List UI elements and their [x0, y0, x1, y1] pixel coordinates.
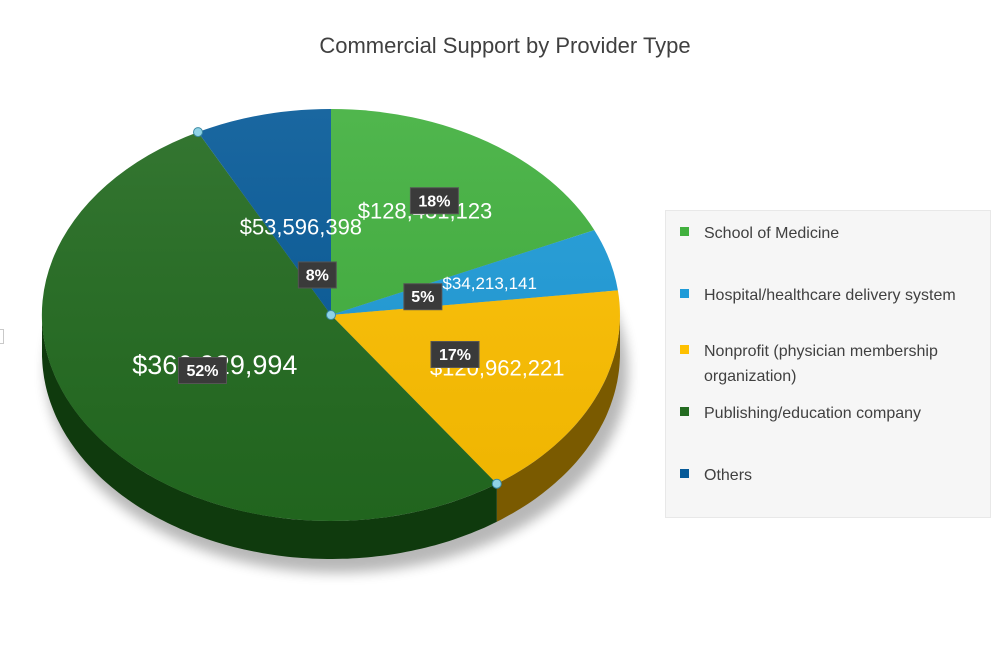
selection-handle-2 [491, 478, 502, 489]
legend-swatch [680, 469, 689, 478]
chart-title: Commercial Support by Provider Type [319, 33, 691, 58]
selection-handle-0 [326, 310, 336, 320]
percent-badge-1 [403, 283, 443, 311]
percent-label-0: 18% [418, 193, 450, 210]
percent-label-1: 5% [411, 289, 434, 306]
legend-label: Publishing/education company [704, 405, 922, 422]
legend-label: School of Medicine [704, 225, 840, 242]
percent-label-2: 17% [439, 347, 471, 364]
legend-label: Nonprofit (physician membership organiza… [704, 343, 938, 385]
chart-legend: School of Medicine Hospital/healthcare de… [665, 210, 991, 518]
selection-handle-1 [193, 127, 203, 138]
percent-badge-4 [297, 261, 337, 289]
pie-side-3 [42, 315, 497, 559]
percent-label-4: 8% [306, 267, 329, 284]
percent-badge-0 [409, 187, 459, 215]
legend-label: Others [704, 467, 753, 484]
legend-swatch [680, 407, 689, 416]
legend-swatch [680, 345, 689, 354]
legend-swatch [680, 289, 689, 298]
percent-badge-2 [430, 340, 480, 368]
value-label-1: $34,213,141 [442, 274, 537, 293]
value-label-4: $53,596,398 [240, 214, 362, 239]
percent-label-3: 52% [186, 363, 218, 380]
pie-side-2 [496, 315, 620, 522]
legend-label: Hospital/healthcare delivery system [704, 287, 956, 304]
percent-badge-3 [177, 356, 227, 384]
legend-swatch [680, 227, 689, 236]
edge-marker [0, 329, 4, 344]
